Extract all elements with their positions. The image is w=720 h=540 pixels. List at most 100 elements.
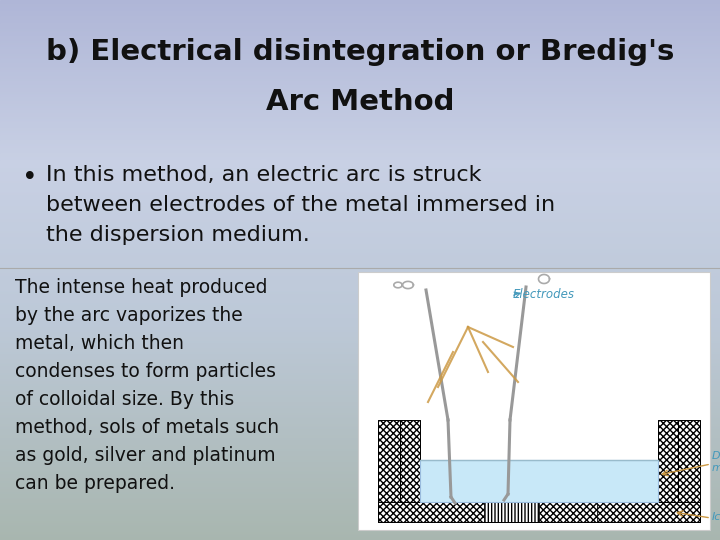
Bar [0,356,720,359]
Bar [0,531,720,534]
Bar [0,436,720,438]
Bar [0,425,720,427]
Text: Electrodes: Electrodes [513,287,575,300]
Bar [0,113,720,116]
Bar [0,525,720,528]
Bar [0,218,720,220]
Bar [0,274,720,276]
Bar [0,363,720,366]
Bar [0,326,720,328]
Bar [0,56,720,58]
Bar [0,70,720,72]
Bar [0,420,720,422]
Bar [0,427,720,429]
Bar [0,166,720,168]
Bar [420,460,658,502]
Bar [0,126,720,129]
Bar [0,448,720,450]
Bar [0,501,720,503]
Bar [0,236,720,238]
Bar [0,293,720,296]
Bar [0,279,720,281]
Bar [658,420,678,502]
Bar [0,266,720,269]
Bar [0,34,720,37]
Bar [0,423,720,426]
Bar [0,63,720,65]
Bar [0,498,720,501]
Bar [0,239,720,242]
Bar [0,155,720,157]
Bar [0,137,720,139]
Bar [0,421,720,423]
Bar [0,258,720,260]
Text: of colloidal size. By this: of colloidal size. By this [15,390,234,409]
Bar [597,502,700,522]
Bar [0,371,720,373]
Bar [0,7,720,10]
Bar [0,414,720,416]
Bar [0,515,720,517]
Bar [0,144,720,146]
Bar [0,196,720,199]
Bar [0,268,720,271]
Bar [0,20,720,22]
Bar [0,400,720,402]
Bar [0,376,720,379]
Bar [0,301,720,303]
Bar [0,49,720,51]
Bar [0,164,720,166]
Bar [0,261,720,264]
Bar [0,517,720,519]
Bar [0,315,720,318]
Bar [0,79,720,82]
Bar [0,36,720,38]
Bar [0,329,720,332]
Bar [0,120,720,123]
Bar [0,353,720,355]
Bar [0,45,720,48]
Text: metal, which then: metal, which then [15,334,184,353]
Bar [0,16,720,18]
Bar [0,146,720,148]
Bar [0,457,720,460]
Bar [0,12,720,15]
Bar [0,538,720,540]
Bar [0,360,720,362]
Bar [0,18,720,21]
Bar [0,290,720,292]
Bar [0,104,720,107]
Bar [0,211,720,213]
Bar [0,43,720,45]
Bar [0,223,720,226]
Bar [0,81,720,83]
Text: The intense heat produced: The intense heat produced [15,278,268,297]
Bar [0,322,720,325]
Bar [0,66,720,69]
Bar [0,484,720,487]
Bar [0,191,720,193]
Bar [0,88,720,91]
Bar [0,535,720,537]
Bar [0,117,720,119]
Bar [400,420,420,502]
Bar [0,101,720,103]
Bar [0,27,720,29]
Bar [0,232,720,234]
Bar [0,52,720,55]
Bar [0,277,720,280]
Bar [0,459,720,461]
Bar [0,373,720,375]
Bar [0,123,720,125]
Bar [0,286,720,288]
Bar [0,187,720,190]
Bar [0,306,720,308]
Bar [0,193,720,195]
Bar [0,328,720,330]
Bar [0,319,720,321]
Bar [0,238,720,240]
Bar [0,417,720,420]
Bar [0,77,720,80]
Bar [0,471,720,474]
Bar [0,477,720,480]
